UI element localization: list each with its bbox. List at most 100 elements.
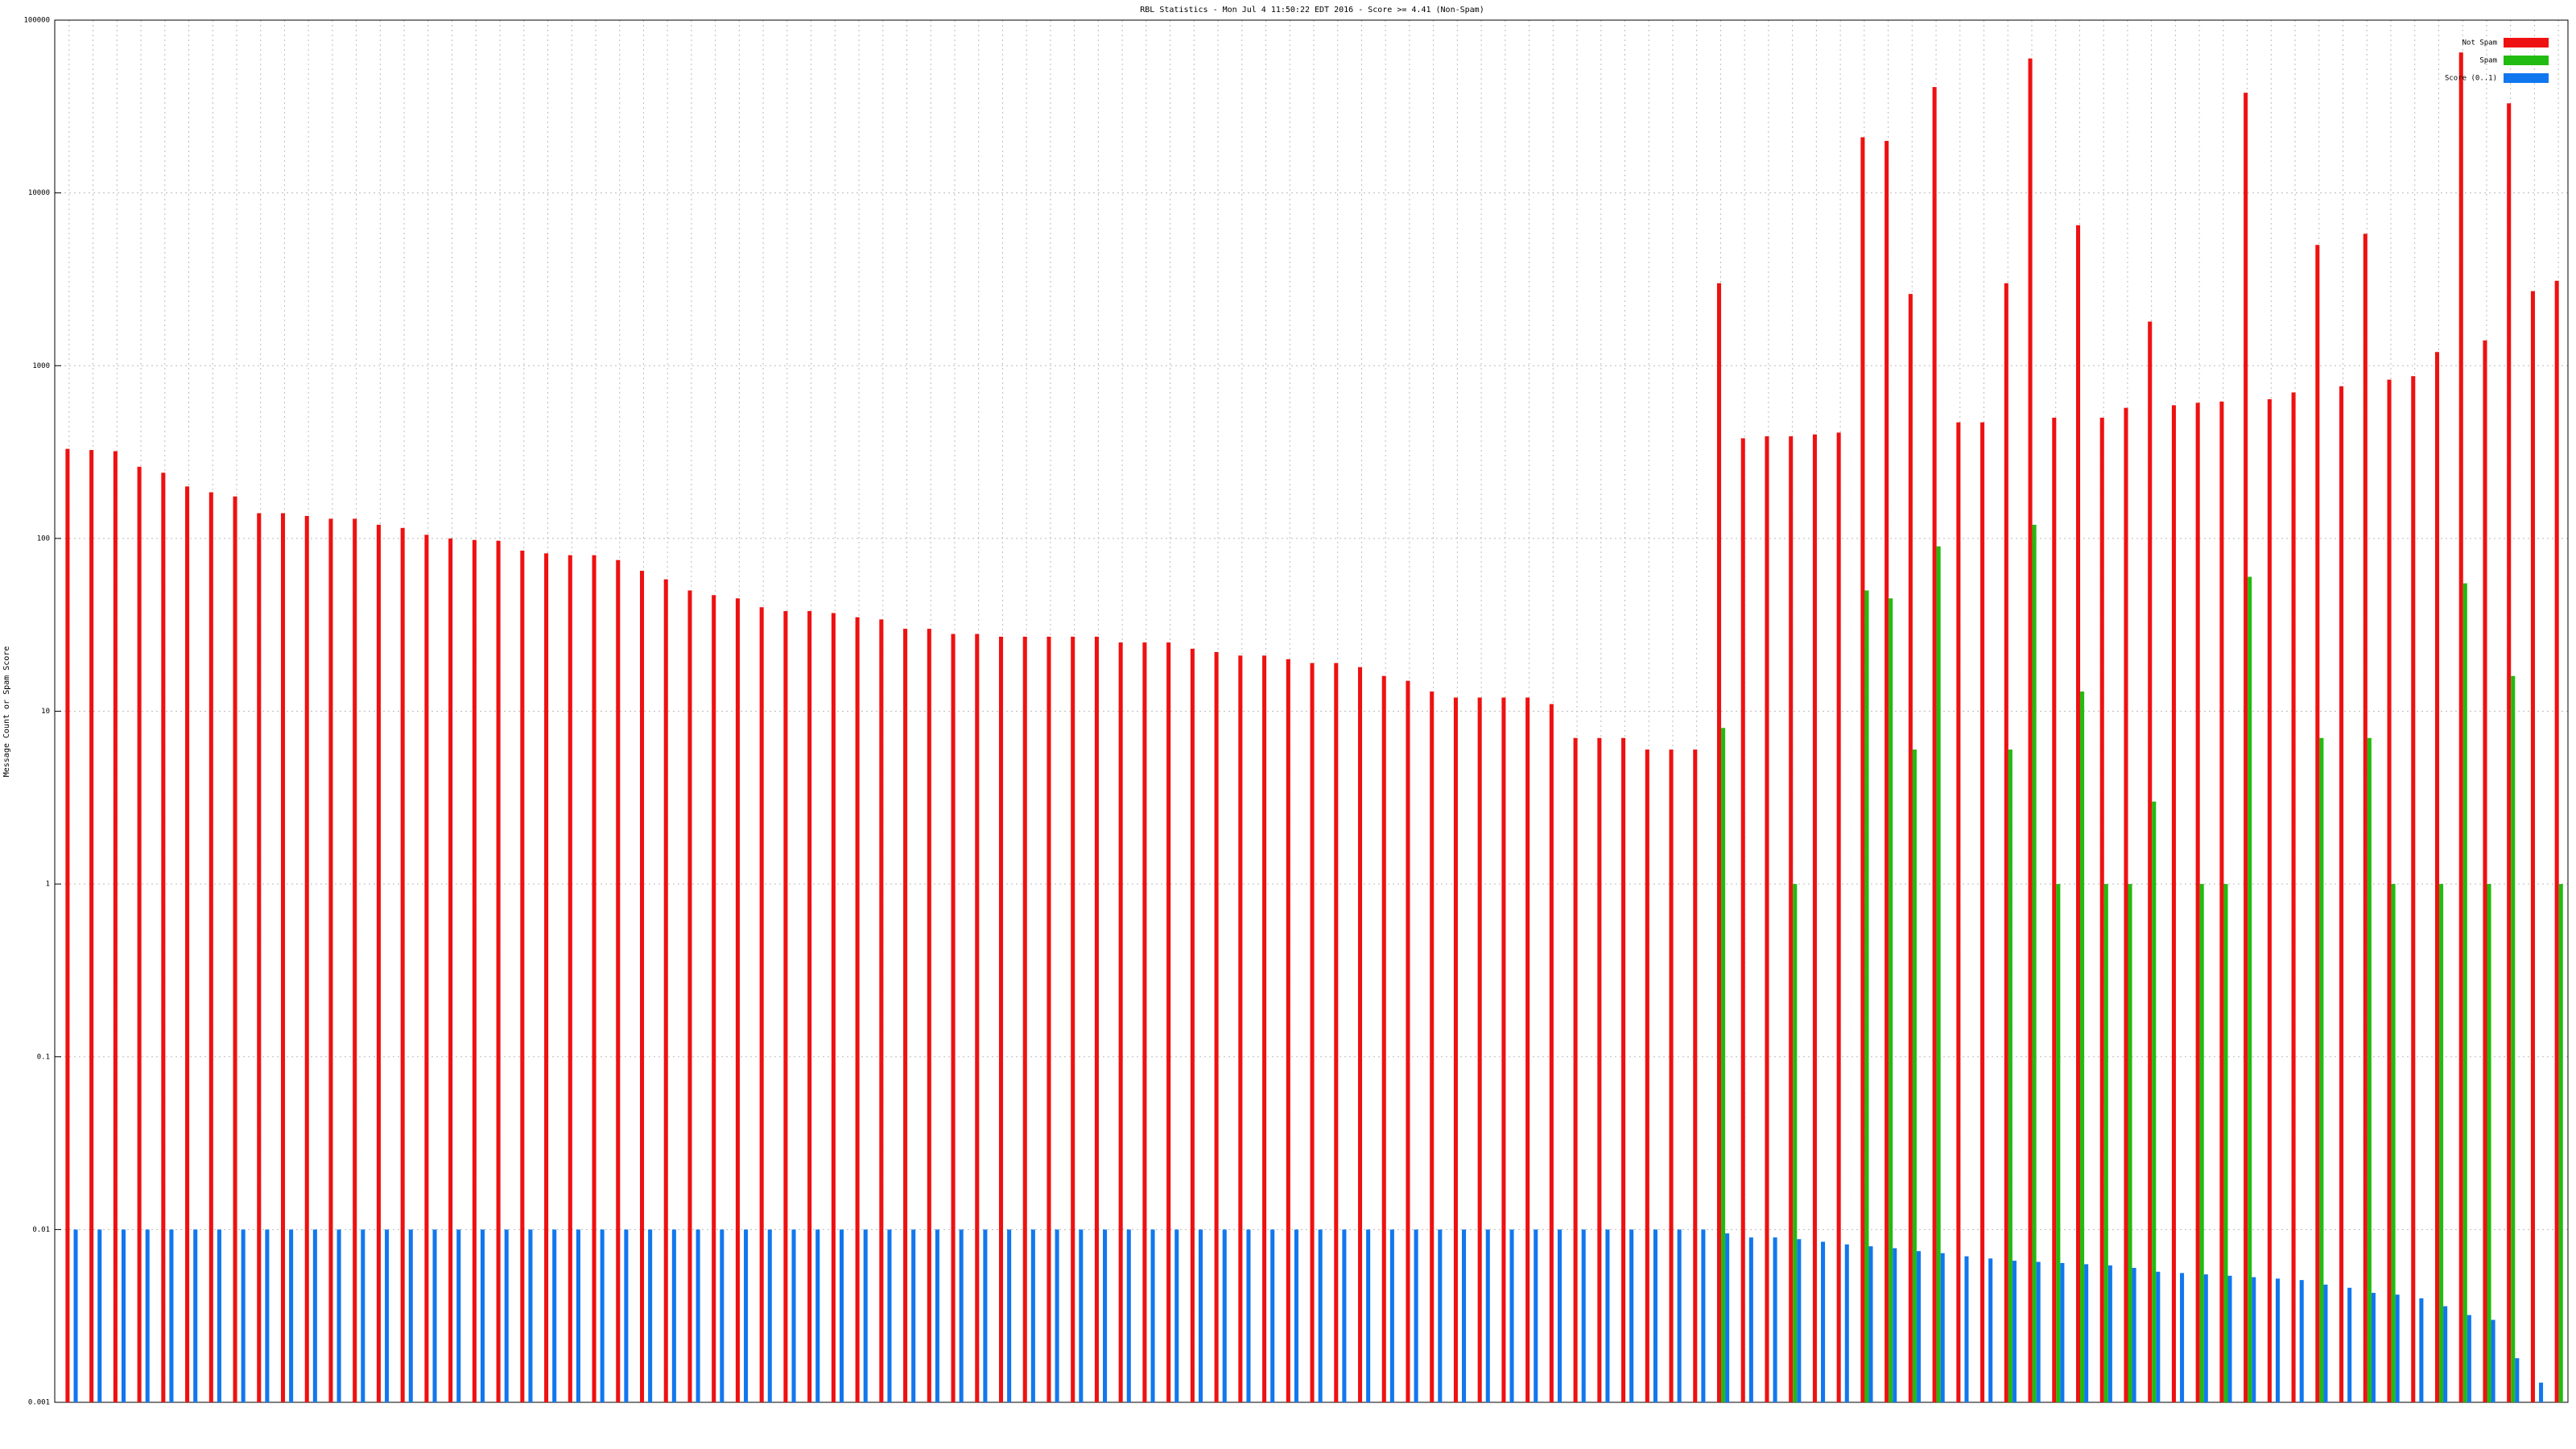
- bar: [1669, 749, 1674, 1402]
- bar: [353, 518, 357, 1402]
- bar: [1597, 737, 1602, 1402]
- bar: [328, 518, 333, 1402]
- bar: [1812, 434, 1817, 1402]
- bar: [744, 1229, 749, 1402]
- bar: [2180, 1273, 2185, 1402]
- bar: [2371, 1293, 2376, 1402]
- legend-swatch: [2504, 38, 2549, 47]
- y-tick-label: 100: [37, 535, 50, 543]
- bar: [1126, 1229, 1131, 1402]
- bar: [1022, 636, 1027, 1402]
- bar: [121, 1229, 126, 1402]
- bar: [815, 1229, 820, 1402]
- bar: [73, 1229, 78, 1402]
- bar: [1453, 697, 1458, 1402]
- bar: [1406, 680, 1410, 1402]
- bar: [376, 524, 381, 1402]
- bar: [712, 595, 716, 1402]
- bar: [1238, 655, 1243, 1402]
- bar: [424, 535, 429, 1402]
- bar: [1509, 1229, 1514, 1402]
- bar: [1964, 1256, 1969, 1402]
- bar: [1860, 137, 1865, 1402]
- bar: [2434, 352, 2440, 1402]
- bar: [2419, 1298, 2424, 1402]
- bar: [1534, 1229, 1538, 1402]
- bar: [233, 496, 237, 1403]
- legend-swatch: [2504, 56, 2549, 65]
- bar: [1286, 658, 1290, 1402]
- bar: [1222, 1229, 1227, 1402]
- bar: [385, 1229, 390, 1402]
- bar: [1103, 1229, 1108, 1402]
- bar: [89, 450, 94, 1403]
- bar: [2530, 291, 2535, 1402]
- bar: [2458, 52, 2463, 1403]
- bar: [217, 1229, 221, 1402]
- bar: [2195, 402, 2200, 1402]
- bar: [1557, 1229, 1563, 1402]
- bar: [528, 1229, 533, 1402]
- bar: [600, 1229, 605, 1402]
- bar: [2347, 1287, 2352, 1402]
- bar: [927, 629, 931, 1402]
- bar: [2012, 1261, 2017, 1402]
- bar: [2004, 283, 2008, 1402]
- bar: [265, 1229, 270, 1402]
- y-tick-label: 0.001: [28, 1399, 50, 1407]
- bar: [2515, 1358, 2520, 1402]
- bar: [1342, 1229, 1347, 1402]
- bar: [1190, 648, 1195, 1402]
- bar: [2491, 1319, 2496, 1402]
- bar: [2223, 884, 2228, 1402]
- bar: [2156, 1271, 2161, 1402]
- bar: [1773, 1237, 1777, 1402]
- bar: [2483, 340, 2487, 1403]
- bar: [863, 1229, 868, 1402]
- bar: [1310, 663, 1315, 1402]
- bar: [2315, 245, 2320, 1403]
- bar: [185, 486, 190, 1403]
- bar: [312, 1229, 317, 1402]
- bar: [1932, 87, 1937, 1403]
- bar: [839, 1229, 844, 1402]
- bar: [903, 629, 908, 1402]
- bar: [767, 1229, 772, 1402]
- bar: [2462, 583, 2467, 1402]
- bar: [1055, 1229, 1059, 1402]
- bar: [2319, 737, 2324, 1402]
- bar: [935, 1229, 939, 1402]
- bar: [2056, 884, 2061, 1402]
- bar: [1150, 1229, 1155, 1402]
- bar: [2411, 376, 2416, 1402]
- bar: [544, 553, 549, 1402]
- bar: [2199, 884, 2204, 1402]
- bar: [2148, 321, 2153, 1402]
- bar: [193, 1229, 198, 1402]
- bar: [592, 555, 597, 1402]
- bar: [791, 1229, 796, 1402]
- bar: [639, 571, 645, 1402]
- bar: [1940, 1253, 1945, 1402]
- bar: [2339, 386, 2344, 1403]
- bar: [2387, 379, 2392, 1402]
- bar: [1956, 422, 1961, 1402]
- bar: [663, 579, 668, 1402]
- bar: [1366, 1229, 1371, 1402]
- bar: [879, 619, 884, 1402]
- bar: [1294, 1229, 1298, 1402]
- bar: [696, 1229, 700, 1402]
- bar: [2299, 1280, 2304, 1402]
- bar: [448, 538, 453, 1402]
- bar: [1821, 1241, 1826, 1402]
- bar: [1462, 1229, 1467, 1402]
- bar: [2367, 737, 2372, 1402]
- bar: [720, 1229, 724, 1402]
- bar: [735, 598, 740, 1402]
- bar: [1936, 546, 1941, 1402]
- bar: [1118, 642, 1123, 1402]
- bar: [1079, 1229, 1084, 1402]
- bar: [1621, 737, 1626, 1402]
- bar: [552, 1229, 557, 1402]
